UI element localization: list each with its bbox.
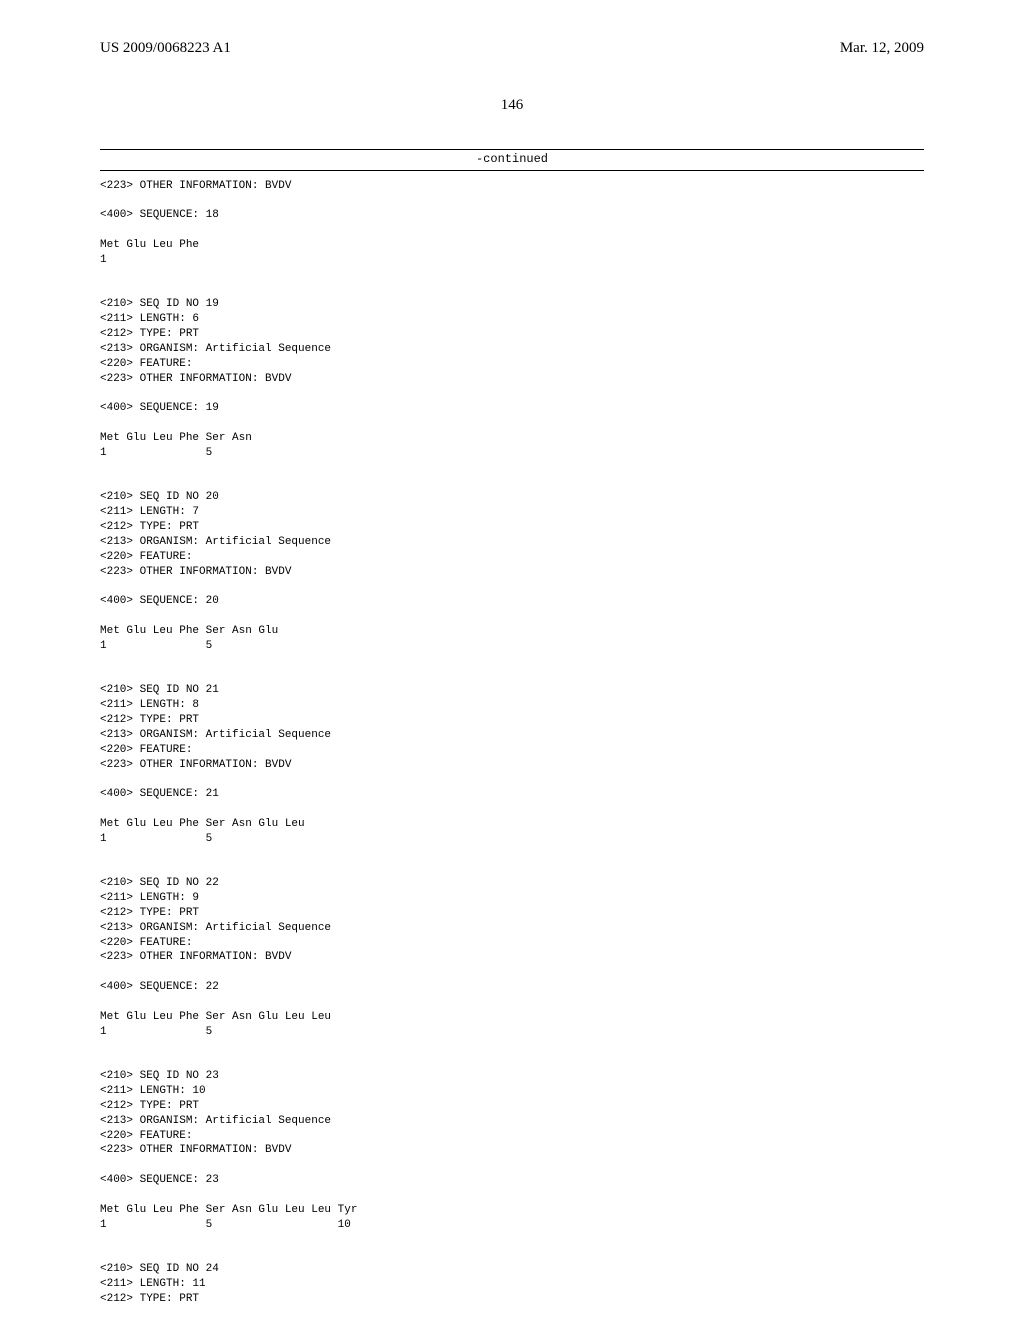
continued-label: -continued: [100, 149, 924, 171]
publication-date: Mar. 12, 2009: [840, 40, 924, 57]
publication-number: US 2009/0068223 A1: [100, 40, 231, 57]
sequence-listing: <223> OTHER INFORMATION: BVDV <400> SEQU…: [100, 179, 924, 1307]
page-number: 146: [100, 97, 924, 114]
header-row: US 2009/0068223 A1 Mar. 12, 2009: [100, 40, 924, 57]
page: US 2009/0068223 A1 Mar. 12, 2009 146 -co…: [0, 0, 1024, 1320]
